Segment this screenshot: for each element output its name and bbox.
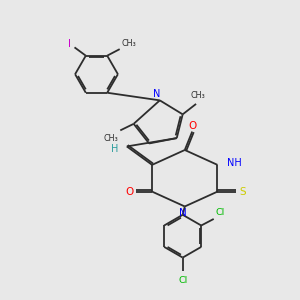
Text: CH₃: CH₃ <box>103 134 118 143</box>
Text: CH₃: CH₃ <box>190 92 205 100</box>
Text: O: O <box>188 121 196 131</box>
Text: I: I <box>68 39 71 50</box>
Text: Cl: Cl <box>215 208 224 217</box>
Text: S: S <box>239 187 246 196</box>
Text: H: H <box>111 144 118 154</box>
Text: NH: NH <box>227 158 242 168</box>
Text: O: O <box>125 187 133 196</box>
Text: N: N <box>153 89 160 99</box>
Text: Cl: Cl <box>178 276 187 285</box>
Text: N: N <box>179 208 187 218</box>
Text: CH₃: CH₃ <box>121 39 136 48</box>
